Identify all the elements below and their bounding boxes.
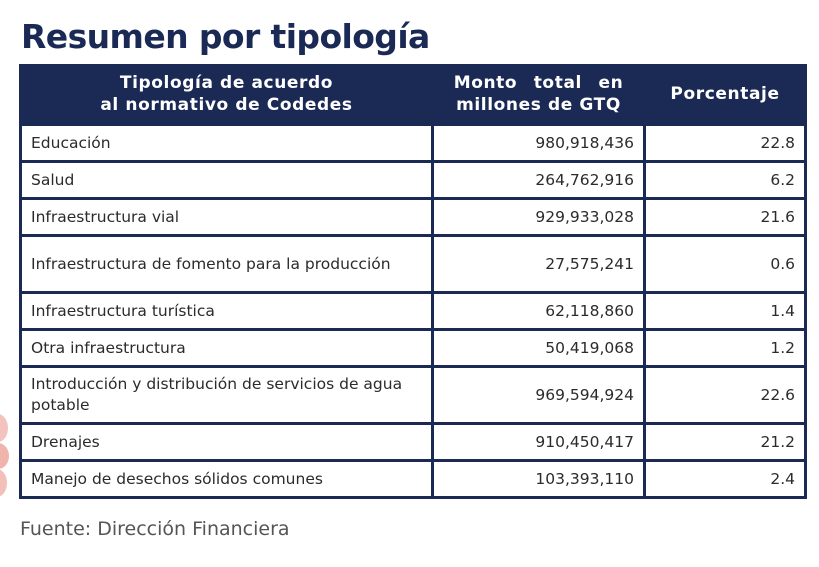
cell-tipologia: Manejo de desechos sólidos comunes: [19, 459, 434, 499]
cell-monto: 62,118,860: [431, 291, 646, 331]
cell-tipologia: Otra infraestructura: [19, 328, 434, 368]
cell-porcentaje: 2.4: [643, 459, 807, 499]
cell-tipologia: Infraestructura vial: [19, 197, 434, 237]
column-header-porcentaje: Porcentaje: [643, 64, 807, 125]
decorative-hand-image: [0, 414, 9, 497]
cell-porcentaje: 0.6: [643, 234, 807, 294]
cell-porcentaje: 22.6: [643, 365, 807, 425]
table-row: Otra infraestructura 50,419,068 1.2: [19, 328, 807, 368]
cell-monto: 103,393,110: [431, 459, 646, 499]
table-row: Drenajes 910,450,417 21.2: [19, 422, 807, 462]
cell-monto: 27,575,241: [431, 234, 646, 294]
cell-tipologia: Drenajes: [19, 422, 434, 462]
table-row: Manejo de desechos sólidos comunes 103,3…: [19, 459, 807, 499]
cell-porcentaje: 1.2: [643, 328, 807, 368]
cell-tipologia: Educación: [19, 123, 434, 163]
cell-porcentaje: 21.2: [643, 422, 807, 462]
column-header-tipologia: Tipología de acuerdo al normativo de Cod…: [19, 64, 434, 125]
cell-tipologia: Infraestructura turística: [19, 291, 434, 331]
summary-table: Tipología de acuerdo al normativo de Cod…: [19, 64, 807, 499]
table-row: Infraestructura vial 929,933,028 21.6: [19, 197, 807, 237]
cell-monto: 910,450,417: [431, 422, 646, 462]
table-row: Infraestructura turística 62,118,860 1.4: [19, 291, 807, 331]
source-caption: Fuente: Dirección Financiera: [20, 518, 290, 540]
table-row: Introducción y distribución de servicios…: [19, 365, 807, 425]
cell-tipologia: Salud: [19, 160, 434, 200]
page-title: Resumen por tipología: [21, 17, 430, 56]
cell-porcentaje: 1.4: [643, 291, 807, 331]
cell-monto: 264,762,916: [431, 160, 646, 200]
cell-monto: 929,933,028: [431, 197, 646, 237]
table-row: Salud 264,762,916 6.2: [19, 160, 807, 200]
column-header-monto: Monto total en millones de GTQ: [431, 64, 646, 125]
table-row: Educación 980,918,436 22.8: [19, 123, 807, 163]
table-row: Infraestructura de fomento para la produ…: [19, 234, 807, 294]
cell-tipologia: Introducción y distribución de servicios…: [19, 365, 434, 425]
table-header-row: Tipología de acuerdo al normativo de Cod…: [19, 64, 807, 125]
cell-porcentaje: 6.2: [643, 160, 807, 200]
cell-porcentaje: 22.8: [643, 123, 807, 163]
cell-monto: 50,419,068: [431, 328, 646, 368]
cell-porcentaje: 21.6: [643, 197, 807, 237]
cell-monto: 969,594,924: [431, 365, 646, 425]
cell-tipologia: Infraestructura de fomento para la produ…: [19, 234, 434, 294]
cell-monto: 980,918,436: [431, 123, 646, 163]
